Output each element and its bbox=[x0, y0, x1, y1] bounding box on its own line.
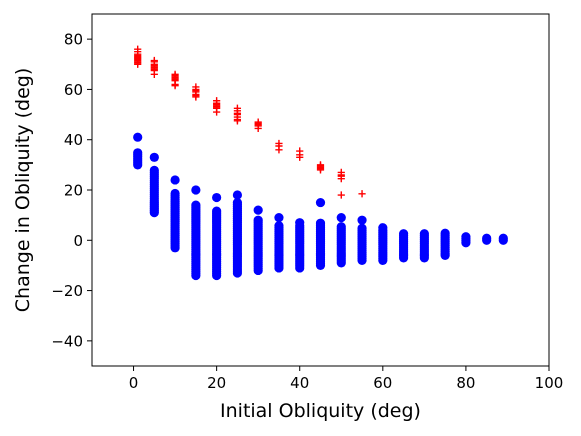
data-point bbox=[171, 82, 179, 90]
x-tick-label: 20 bbox=[207, 374, 226, 392]
data-point bbox=[133, 132, 143, 142]
data-point bbox=[440, 228, 450, 238]
data-point bbox=[295, 218, 305, 228]
x-tick-label: 100 bbox=[535, 374, 564, 392]
data-point bbox=[337, 191, 345, 199]
data-point bbox=[213, 108, 221, 116]
data-point bbox=[191, 200, 201, 210]
data-point bbox=[212, 192, 222, 203]
data-point bbox=[149, 165, 159, 175]
x-tick-label: 0 bbox=[129, 374, 139, 392]
data-point bbox=[150, 70, 158, 78]
data-point bbox=[150, 56, 158, 65]
data-point bbox=[274, 213, 284, 223]
data-point bbox=[337, 175, 345, 183]
data-point bbox=[192, 93, 200, 101]
data-point bbox=[212, 206, 222, 216]
data-point bbox=[357, 223, 367, 233]
data-point bbox=[253, 205, 263, 215]
data-point bbox=[191, 185, 201, 195]
y-tick-label: 80 bbox=[64, 31, 83, 49]
y-tick-label: −40 bbox=[51, 332, 83, 350]
data-point bbox=[254, 124, 262, 132]
x-tick-label: 40 bbox=[290, 374, 309, 392]
data-point bbox=[232, 190, 243, 200]
y-tick-label: 60 bbox=[64, 81, 83, 99]
data-point bbox=[232, 197, 243, 208]
y-axis-label: Change in Obliquity (deg) bbox=[12, 68, 34, 312]
data-point bbox=[498, 233, 508, 243]
y-tick-label: 40 bbox=[64, 131, 83, 149]
data-point bbox=[134, 60, 142, 68]
data-point bbox=[378, 223, 388, 233]
x-tick-label: 80 bbox=[456, 374, 475, 392]
data-point bbox=[358, 190, 366, 198]
y-tick-label: 20 bbox=[64, 182, 83, 200]
data-point bbox=[461, 232, 471, 242]
axis-ticks: 0 20 40 60 80 100 −40 −20 0 20 40 60 80 bbox=[51, 31, 563, 392]
data-point bbox=[274, 221, 284, 231]
data-point bbox=[149, 152, 159, 162]
data-point bbox=[336, 222, 346, 232]
data-point bbox=[315, 197, 326, 208]
data-point bbox=[170, 175, 180, 185]
data-point bbox=[253, 215, 263, 225]
data-point bbox=[419, 229, 429, 239]
data-point bbox=[357, 215, 367, 225]
data-point bbox=[482, 233, 492, 243]
x-axis-label: Initial Obliquity (deg) bbox=[220, 400, 421, 422]
data-point bbox=[336, 213, 346, 223]
data-point bbox=[398, 229, 409, 239]
data-point bbox=[133, 148, 143, 158]
data-marks bbox=[133, 45, 508, 281]
data-point bbox=[233, 117, 242, 125]
data-point bbox=[170, 188, 180, 199]
x-tick-label: 60 bbox=[373, 374, 392, 392]
data-point bbox=[275, 146, 283, 154]
data-point bbox=[296, 153, 304, 161]
data-point bbox=[316, 166, 325, 174]
y-tick-label: −20 bbox=[51, 282, 83, 300]
plot-frame bbox=[91, 13, 550, 367]
data-point bbox=[315, 218, 326, 228]
y-tick-label: 0 bbox=[73, 232, 83, 250]
